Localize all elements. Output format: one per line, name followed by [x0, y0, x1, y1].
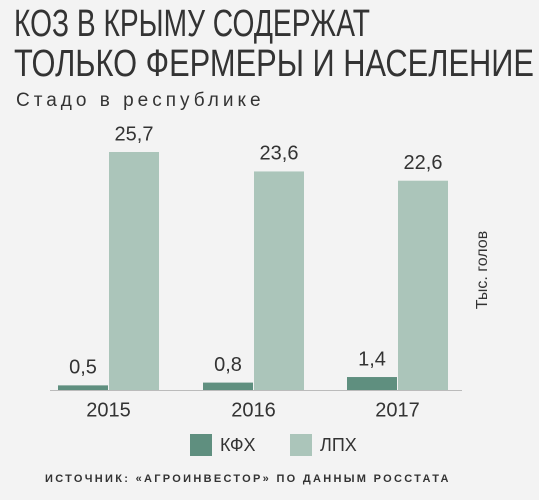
chart-title: КОЗ В КРЫМУ СОДЕРЖАТ — [14, 3, 370, 45]
bar — [203, 382, 253, 390]
value-label: 1,4 — [358, 348, 386, 370]
bar — [58, 385, 108, 390]
legend-label: ЛПХ — [320, 435, 357, 455]
bar — [347, 377, 397, 390]
x-tick-label: 2015 — [86, 399, 131, 421]
bar — [109, 152, 159, 390]
subtitle: Стадо в республике — [16, 90, 265, 111]
legend-label: КФХ — [220, 435, 256, 455]
value-label: 25,7 — [115, 123, 154, 145]
value-label: 22,6 — [404, 152, 443, 174]
value-label: 0,8 — [214, 354, 242, 376]
value-label: 23,6 — [260, 143, 299, 165]
legend-swatch — [190, 434, 212, 456]
x-tick-label: 2017 — [375, 399, 420, 421]
chart-title: ТОЛЬКО ФЕРМЕРЫ И НАСЕЛЕНИЕ — [14, 43, 534, 85]
bar — [254, 171, 304, 390]
bar — [398, 180, 448, 390]
value-label: 0,5 — [69, 357, 97, 379]
x-tick-label: 2016 — [231, 399, 276, 421]
legend-swatch — [290, 434, 312, 456]
y-axis-label: Тыс. голов — [474, 231, 491, 309]
source: ИСТОЧНИК: «АГРОИНВЕСТОР» ПО ДАННЫМ РОССТ… — [45, 473, 451, 485]
